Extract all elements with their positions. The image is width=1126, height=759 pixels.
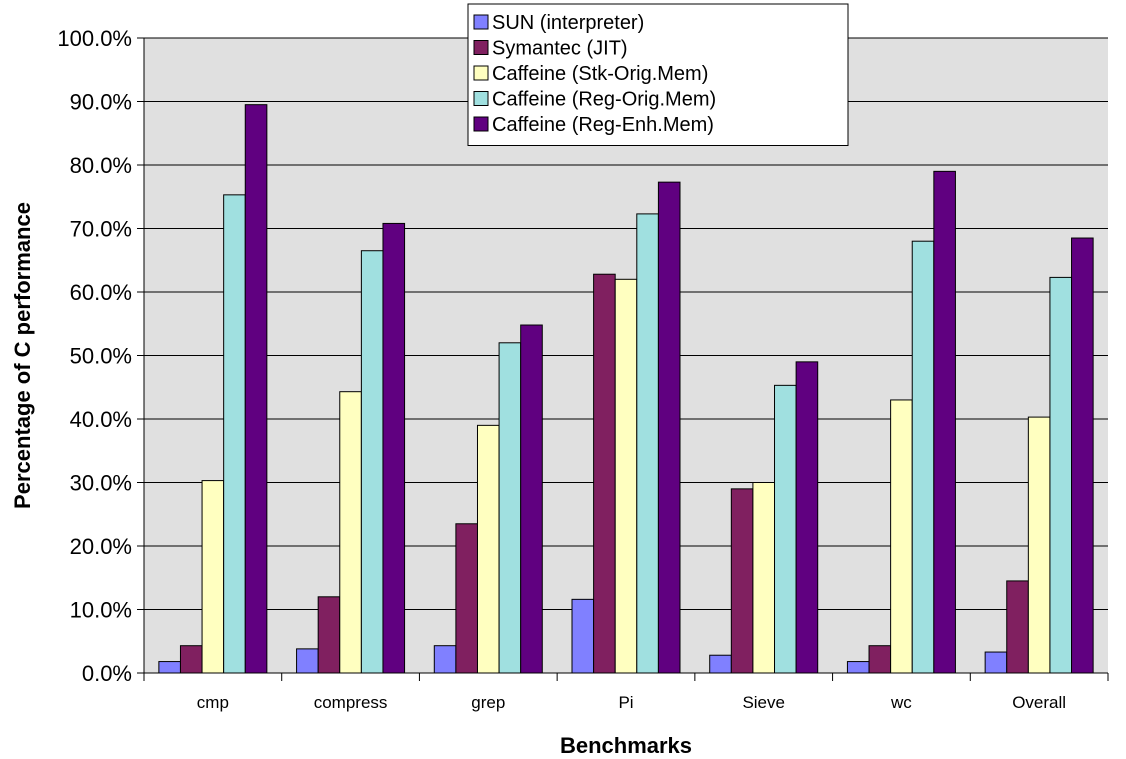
bar-wc-series-1 — [846, 661, 870, 674]
x-tick-label: Overall — [1012, 693, 1066, 712]
x-tick-label: grep — [471, 693, 505, 712]
bar-wc-series-2 — [868, 645, 892, 674]
bar-cmp-series-1 — [158, 661, 181, 674]
bar-sieve-series-1 — [709, 654, 732, 674]
bar-cmp-series-3 — [201, 480, 225, 674]
legend-label: SUN (interpreter) — [492, 12, 644, 34]
bar-overall-series-2 — [1006, 580, 1029, 674]
x-axis-categories: cmp compress grep Pi Sieve wc Overall — [143, 673, 1109, 712]
legend-swatch — [473, 40, 489, 55]
bar-pi-series-4 — [636, 213, 659, 674]
legend-label: Symantec (JIT) — [492, 38, 628, 60]
bar-compress-series-3 — [339, 391, 362, 674]
legend-swatch — [473, 65, 489, 81]
bar-cmp-series-5 — [244, 104, 268, 674]
legend-swatch — [473, 116, 489, 132]
bar-grep-series-2 — [455, 523, 478, 674]
y-tick-label: 80.0% — [70, 153, 132, 178]
legend: SUN (interpreter) Symantec (JIT) Caffeine … — [467, 3, 849, 146]
bar-cmp-series-4 — [223, 194, 246, 674]
y-tick-label: 0.0% — [82, 661, 132, 686]
bar-grep-series-5 — [520, 324, 543, 674]
legend-label: Caffeine (Stk-Orig.Mem) — [492, 63, 708, 85]
bar-sieve-series-4 — [774, 384, 797, 674]
bar-cmp-series-2 — [179, 645, 203, 674]
bar-overall-series-4 — [1049, 276, 1073, 674]
y-axis-ticks: 0.0% 10.0% 20.0% 30.0% 40.0% 50.0% 60.0% 70.0% 8… — [57, 26, 144, 686]
y-tick-label: 90.0% — [70, 90, 132, 115]
legend-box — [467, 3, 849, 146]
y-tick-label: 40.0% — [70, 407, 132, 432]
x-tick-label: compress — [314, 693, 388, 712]
y-tick-label: 10.0% — [70, 598, 132, 623]
x-tick-label: wc — [890, 693, 912, 712]
bar-pi-series-3 — [614, 278, 638, 674]
axes — [143, 38, 1108, 674]
legend-label: Caffeine (Reg-Orig.Mem) — [492, 89, 716, 111]
bar-pi-series-5 — [657, 181, 681, 674]
legend-swatch — [473, 91, 489, 106]
bar-sieve-series-2 — [730, 488, 754, 674]
y-tick-label: 30.0% — [70, 471, 132, 496]
bar-sieve-series-5 — [795, 361, 819, 674]
y-axis-title: Percentage of C performance — [10, 202, 35, 509]
bar-grep-series-1 — [433, 645, 457, 674]
bar-compress-series-1 — [296, 648, 319, 674]
bar-overall-series-5 — [1071, 237, 1094, 674]
x-tick-label: cmp — [197, 693, 229, 712]
x-tick-label: Sieve — [742, 693, 785, 712]
bar-pi-series-1 — [571, 598, 595, 674]
bar-sieve-series-3 — [752, 482, 776, 674]
legend-label: Caffeine (Reg-Enh.Mem) — [492, 114, 714, 136]
legend-swatch — [473, 14, 489, 30]
bar-compress-series-5 — [382, 222, 406, 674]
bar-pi-series-2 — [593, 273, 616, 674]
bar-overall-series-3 — [1027, 416, 1051, 674]
x-tick-label: Pi — [618, 693, 633, 712]
y-tick-label: 100.0% — [57, 26, 132, 51]
bar-grep-series-3 — [476, 424, 500, 674]
x-axis-title: Benchmarks — [560, 733, 692, 758]
bar-overall-series-1 — [984, 651, 1008, 674]
y-tick-label: 60.0% — [70, 280, 132, 305]
bar-wc-series-3 — [890, 399, 913, 674]
bar-grep-series-4 — [498, 342, 522, 674]
bar-wc-series-4 — [911, 240, 935, 674]
bar-compress-series-4 — [360, 250, 384, 674]
y-tick-label: 70.0% — [70, 217, 132, 242]
y-tick-label: 50.0% — [70, 344, 132, 369]
y-tick-label: 20.0% — [70, 534, 132, 559]
bar-wc-series-5 — [933, 170, 956, 674]
bar-compress-series-2 — [317, 596, 341, 674]
